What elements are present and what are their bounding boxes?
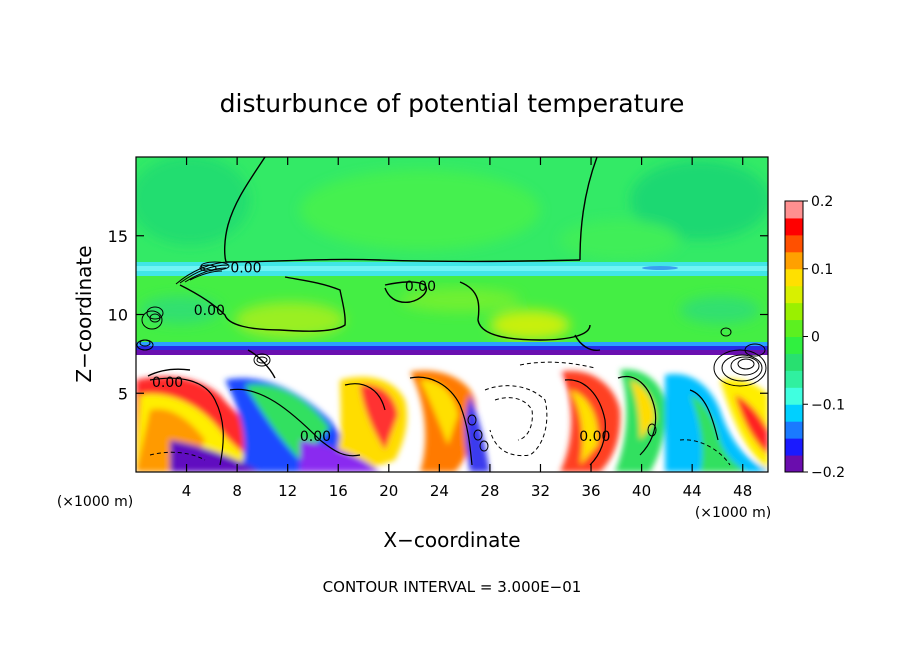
colorbar-swatch [785,251,803,270]
dense-contours [136,261,767,452]
colorbar-swatch [785,201,803,219]
contour-label: 0.00 [405,279,436,295]
colorbar-swatch [785,336,803,354]
colorbar-tick-label: 0 [811,330,820,346]
colorbar-swatch [785,404,803,422]
x-axis: 4 8 12 16 20 24 28 32 36 40 44 48 [182,157,752,500]
x-tick-label: 28 [480,482,499,500]
colorbar-swatch [785,285,803,304]
x-tick-label: 32 [531,482,550,500]
colorbar-tick-label: 0.2 [811,194,833,210]
colorbar-swatch [785,438,803,456]
colorbar-swatch [785,353,803,371]
contour-label: 0.00 [152,375,183,391]
colorbar-tick-label: 0.1 [811,262,833,278]
upper-shading [136,157,768,260]
x-tick-label: 12 [278,482,297,500]
colorbar-swatch [785,370,803,388]
x-tick-label: 20 [379,482,398,500]
contour-label: 0.00 [579,429,610,445]
chart-title: disturbunce of potential temperature [220,89,685,118]
x-unit-label-right: (×1000 m) [695,505,771,521]
contour-label-group: 0.00 0.00 0.00 0.00 0.00 0.00 [152,260,610,445]
negative-contours [149,361,731,466]
colorbar: 0.2 0.1 0 −0.1 −0.2 [784,194,845,481]
zero-contours [147,157,601,379]
y-tick-label: 10 [108,306,128,325]
x-tick-label: 24 [430,482,449,500]
tropopause-strip [136,342,768,348]
x-tick-label: 8 [232,482,242,500]
contour-label: 0.00 [300,429,331,445]
colorbar-swatch [785,217,803,236]
colorbar-tick-label: −0.1 [811,397,845,413]
contour-interval-note: CONTOUR INTERVAL = 3.000E−01 [323,578,582,596]
x-tick-label: 36 [581,482,600,500]
turbulent-layer [136,361,768,472]
y-tick-label: 15 [108,227,128,246]
colorbar-swatch [785,319,803,337]
x-axis-label: X−coordinate [383,528,520,552]
x-unit-label-left: (×1000 m) [57,494,133,510]
colorbar-swatch [785,421,803,439]
colorbar-swatch [785,302,803,321]
colorbar-swatch [785,455,803,473]
x-tick-label: 48 [733,482,752,500]
colorbar-tick-label: −0.2 [811,465,845,481]
contour-label: 0.00 [230,260,261,276]
y-axis: 5 10 15 [108,227,768,403]
y-axis-label: Z−coordinate [72,245,96,382]
colorbar-swatch [785,387,803,405]
x-tick-label: 44 [683,482,702,500]
lower-contours [149,376,719,466]
plot-area [136,157,768,472]
colorbar-swatch [785,268,803,287]
x-tick-label: 4 [182,482,192,500]
colorbar-swatch [785,234,803,253]
y-tick-label: 5 [118,384,128,403]
x-tick-label: 16 [329,482,348,500]
x-tick-label: 40 [632,482,651,500]
contour-label: 0.00 [194,303,225,319]
